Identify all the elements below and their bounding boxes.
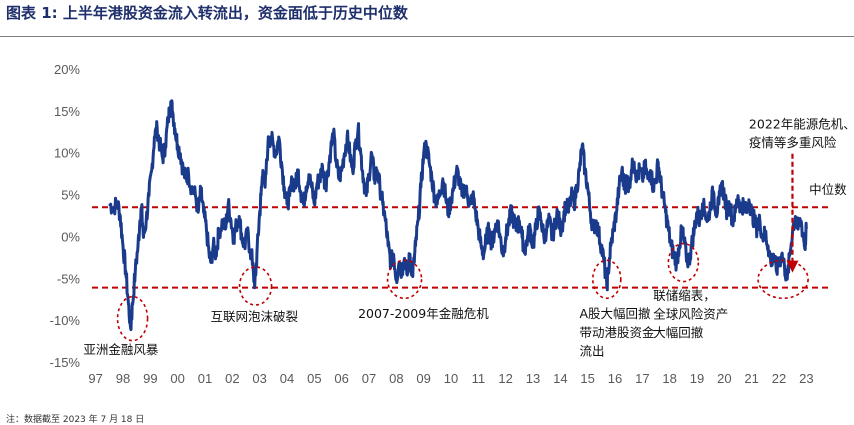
highlight-circles: [116, 242, 809, 342]
y-tick-label: -10%: [50, 313, 81, 328]
annotation-label: 互联网泡沫破裂: [210, 309, 298, 324]
x-tick-label: 98: [116, 371, 130, 386]
y-tick-label: 0%: [61, 229, 80, 244]
series-line: [108, 99, 808, 332]
x-tick-label: 00: [170, 371, 184, 386]
annotation-label: 大幅回撤: [653, 325, 704, 340]
annotation-label: 亚洲金融风暴: [83, 342, 159, 357]
x-tick-label: 04: [280, 371, 294, 386]
x-axis-ticks: 97 98 99 00 01 02 03 04 05 06 07 08 09 10 11 12 13 14 15 16…: [88, 371, 813, 386]
highlight-circle: [238, 266, 273, 306]
highlight-circle: [116, 295, 149, 342]
x-tick-label: 16: [608, 371, 622, 386]
annotation-label: 疫情等多重风险: [749, 135, 837, 150]
x-tick-label: 18: [662, 371, 676, 386]
y-tick-label: 10%: [54, 146, 80, 161]
y-tick-label: -5%: [57, 271, 81, 286]
x-tick-label: 23: [799, 371, 813, 386]
x-tick-label: 97: [88, 371, 102, 386]
arrow-layer: [786, 153, 799, 273]
annotations: 亚洲金融风暴 互联网泡沫破裂 2007-2009年金融危机 A股大幅回撤带动港股资金流…: [83, 117, 854, 359]
x-tick-label: 19: [690, 371, 704, 386]
x-tick-label: 15: [580, 371, 594, 386]
annotation-label: 2007-2009年金融危机: [358, 306, 489, 321]
chart-title: 图表 1: 上半年港股资金流入转流出，资金面低于历史中位数: [6, 4, 408, 22]
title-divider: [0, 36, 854, 37]
x-tick-label: 06: [334, 371, 348, 386]
x-tick-label: 22: [772, 371, 786, 386]
y-tick-label: 20%: [54, 62, 80, 77]
arrow-head: [786, 260, 799, 273]
y-tick-label: 15%: [54, 104, 80, 119]
y-tick-label: 5%: [61, 188, 80, 203]
series-layer: [108, 99, 808, 332]
highlight-circle: [591, 259, 622, 300]
x-tick-label: 07: [362, 371, 376, 386]
x-tick-label: 05: [307, 371, 321, 386]
x-tick-label: 10: [444, 371, 458, 386]
annotation-label: 流出: [579, 343, 604, 358]
y-tick-label: -15%: [50, 355, 81, 370]
annotation-label: 带动港股资金: [579, 325, 655, 340]
x-tick-label: 02: [225, 371, 239, 386]
x-tick-label: 09: [416, 371, 430, 386]
highlight-circle: [667, 242, 700, 283]
x-tick-label: 11: [472, 371, 486, 386]
annotation-label: 联储缩表，: [653, 288, 716, 303]
x-tick-label: 03: [252, 371, 266, 386]
x-tick-label: 01: [198, 371, 212, 386]
annotation-label: 全球风险资产: [653, 307, 728, 322]
footnote: 注：数据截至 2023 年 7 月 18 日: [6, 415, 145, 425]
annotation-label: A股大幅回撤: [579, 306, 651, 321]
x-tick-label: 99: [143, 371, 157, 386]
x-tick-label: 13: [526, 371, 540, 386]
x-tick-label: 20: [717, 371, 731, 386]
annotation-label: 2022年能源危机、: [749, 117, 854, 132]
x-tick-label: 21: [744, 371, 758, 386]
x-tick-label: 12: [498, 371, 512, 386]
y-axis-ticks: 20% 15% 10% 5% 0% -5% -10% -15%: [50, 62, 81, 370]
x-tick-label: 14: [553, 371, 567, 386]
highlight-circle: [757, 259, 809, 300]
reference-lines: [92, 206, 832, 289]
highlight-circle: [386, 259, 423, 300]
x-tick-label: 08: [389, 371, 403, 386]
annotation-label: 中位数: [809, 182, 847, 197]
x-tick-label: 17: [635, 371, 649, 386]
